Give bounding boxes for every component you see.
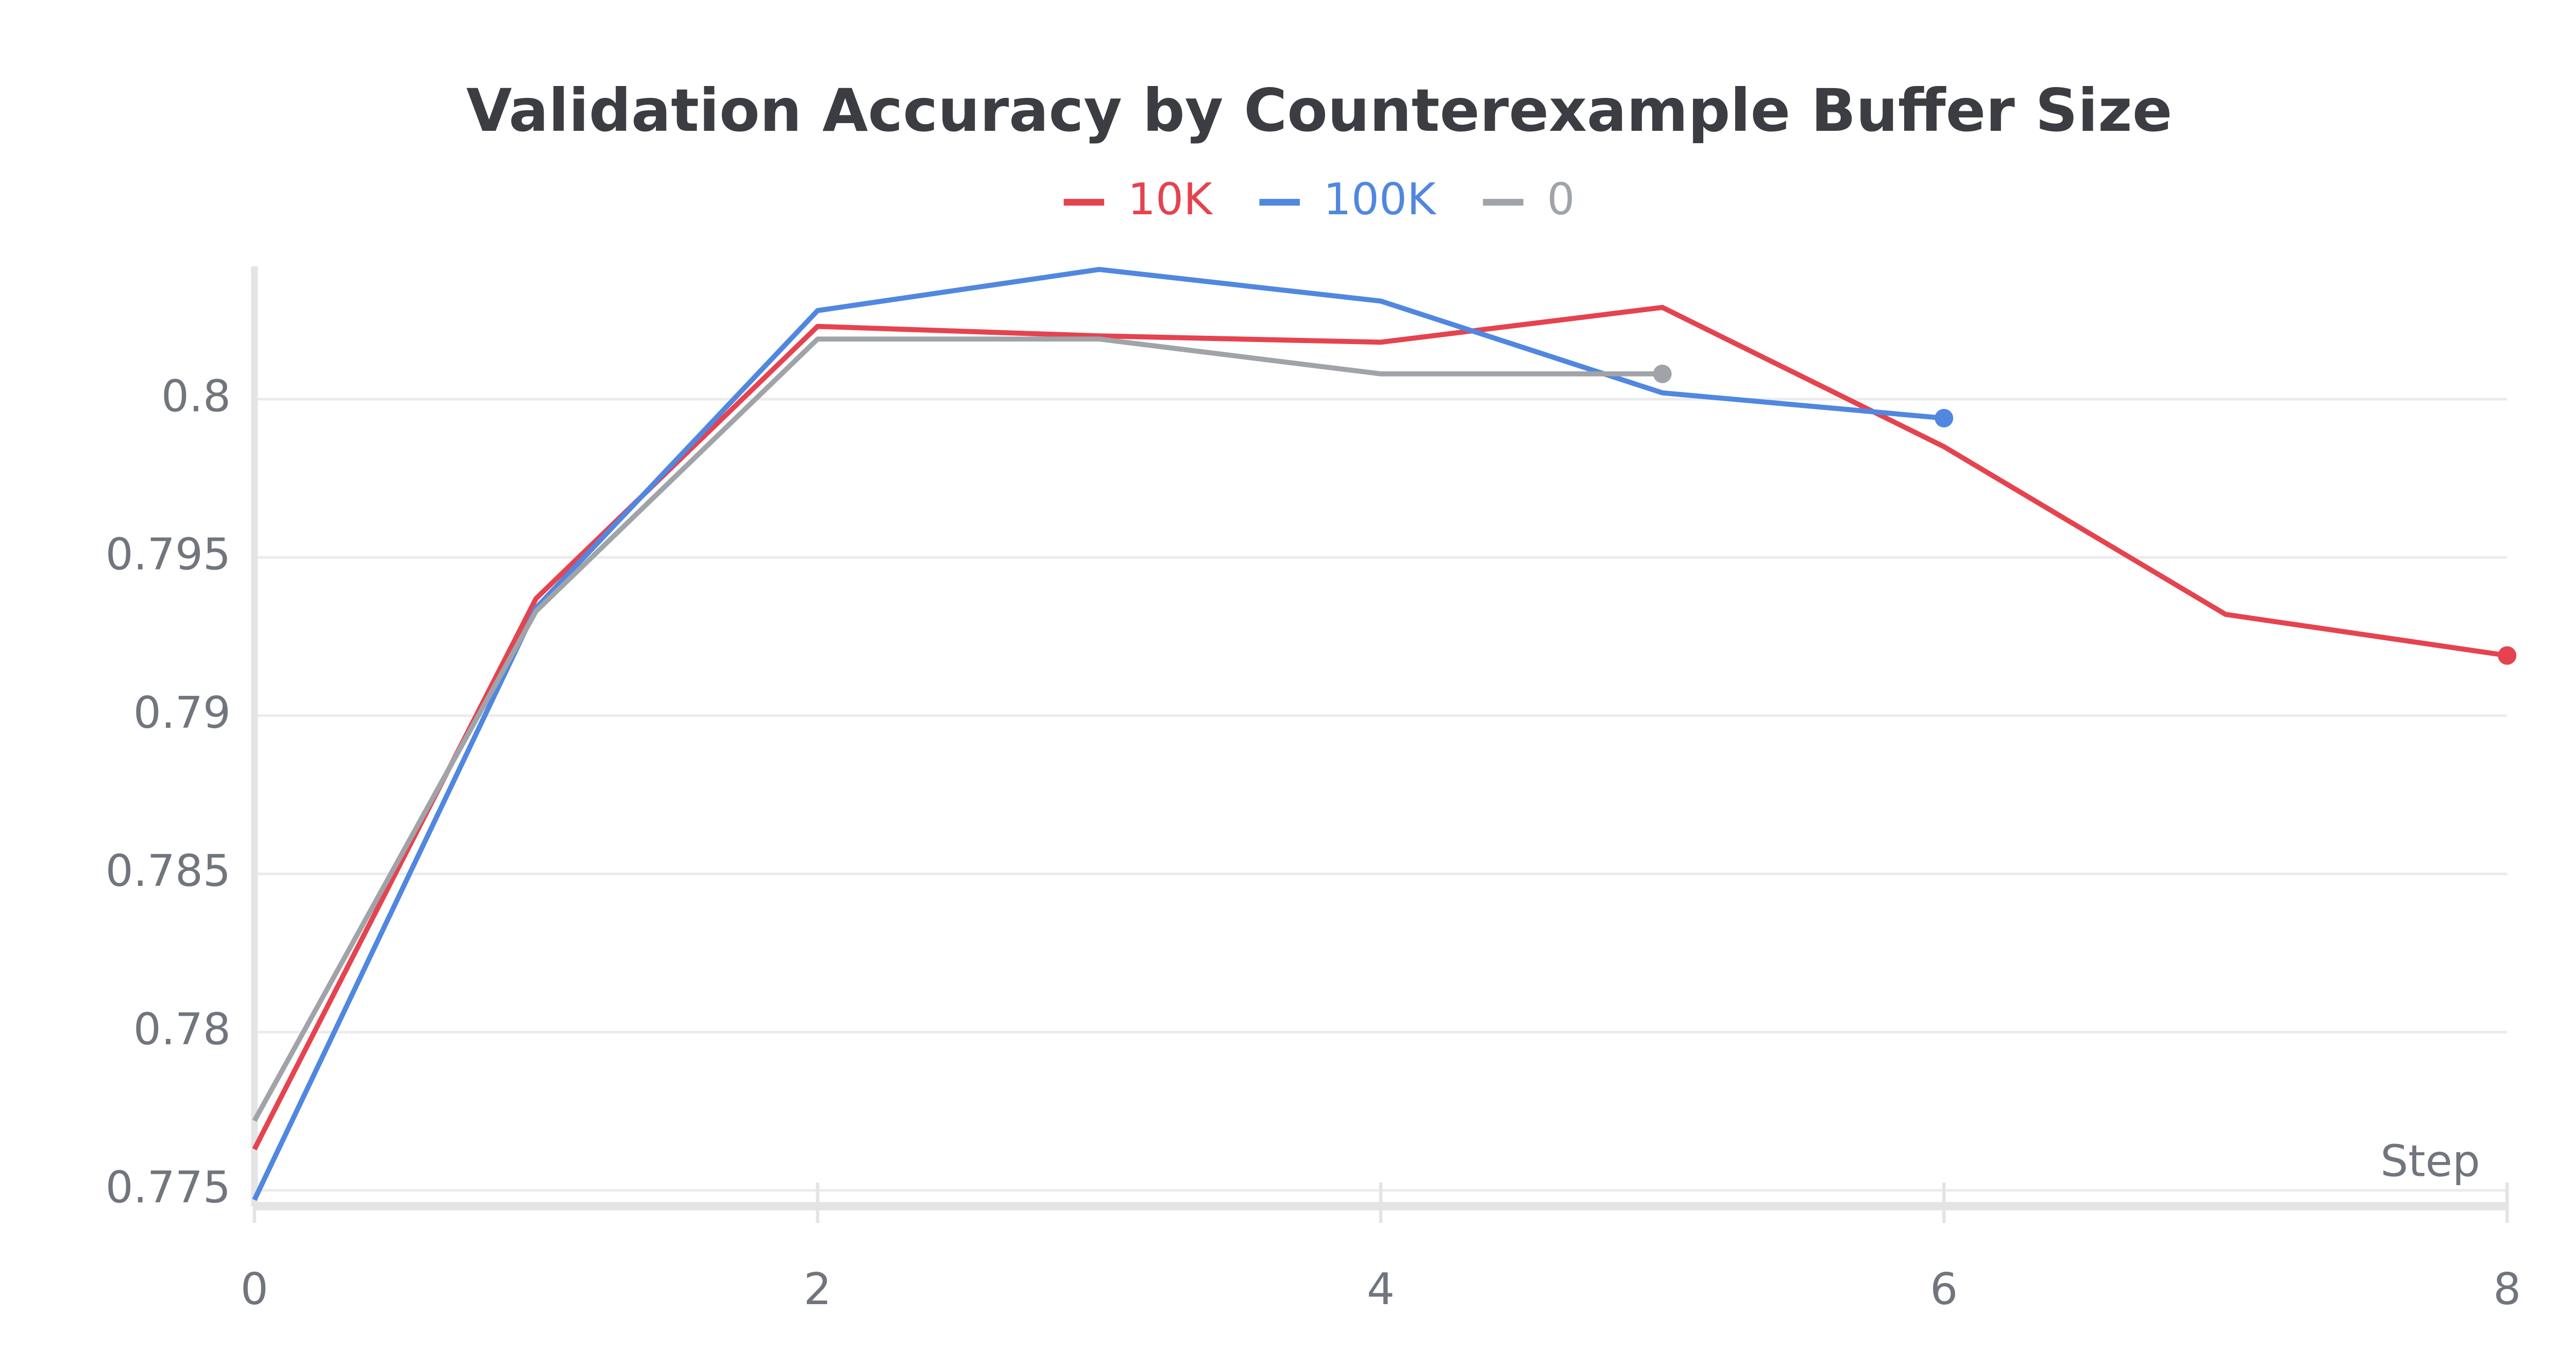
legend-label: 100K <box>1324 174 1437 225</box>
y-tick-label: 0.79 <box>133 688 231 739</box>
end-point <box>1653 364 1672 383</box>
x-tick-label: 2 <box>804 1264 832 1315</box>
legend-label: 0 <box>1547 174 1575 225</box>
end-point <box>2498 646 2517 665</box>
legend-label: 10K <box>1128 174 1213 225</box>
legend: 10K 100K 0 <box>1063 174 1575 225</box>
x-tick-label: 6 <box>1930 1264 1958 1315</box>
x-axis-label: Step <box>2380 1136 2480 1187</box>
series-line <box>252 267 1944 1201</box>
x-tick-label: 4 <box>1367 1264 1395 1315</box>
series-line <box>252 304 2508 1151</box>
y-tick-label: 0.8 <box>161 371 231 422</box>
end-point <box>1935 408 1954 427</box>
series-line <box>252 336 1663 1122</box>
x-tick-label: 8 <box>2493 1264 2521 1315</box>
y-tick-label: 0.78 <box>133 1004 231 1055</box>
chart-title: Validation Accuracy by Counterexample Bu… <box>466 76 2172 145</box>
y-tick-label: 0.785 <box>106 846 231 897</box>
x-tick-label: 0 <box>241 1264 268 1315</box>
y-tick-label: 0.795 <box>106 529 231 580</box>
y-tick-label: 0.775 <box>106 1162 231 1213</box>
